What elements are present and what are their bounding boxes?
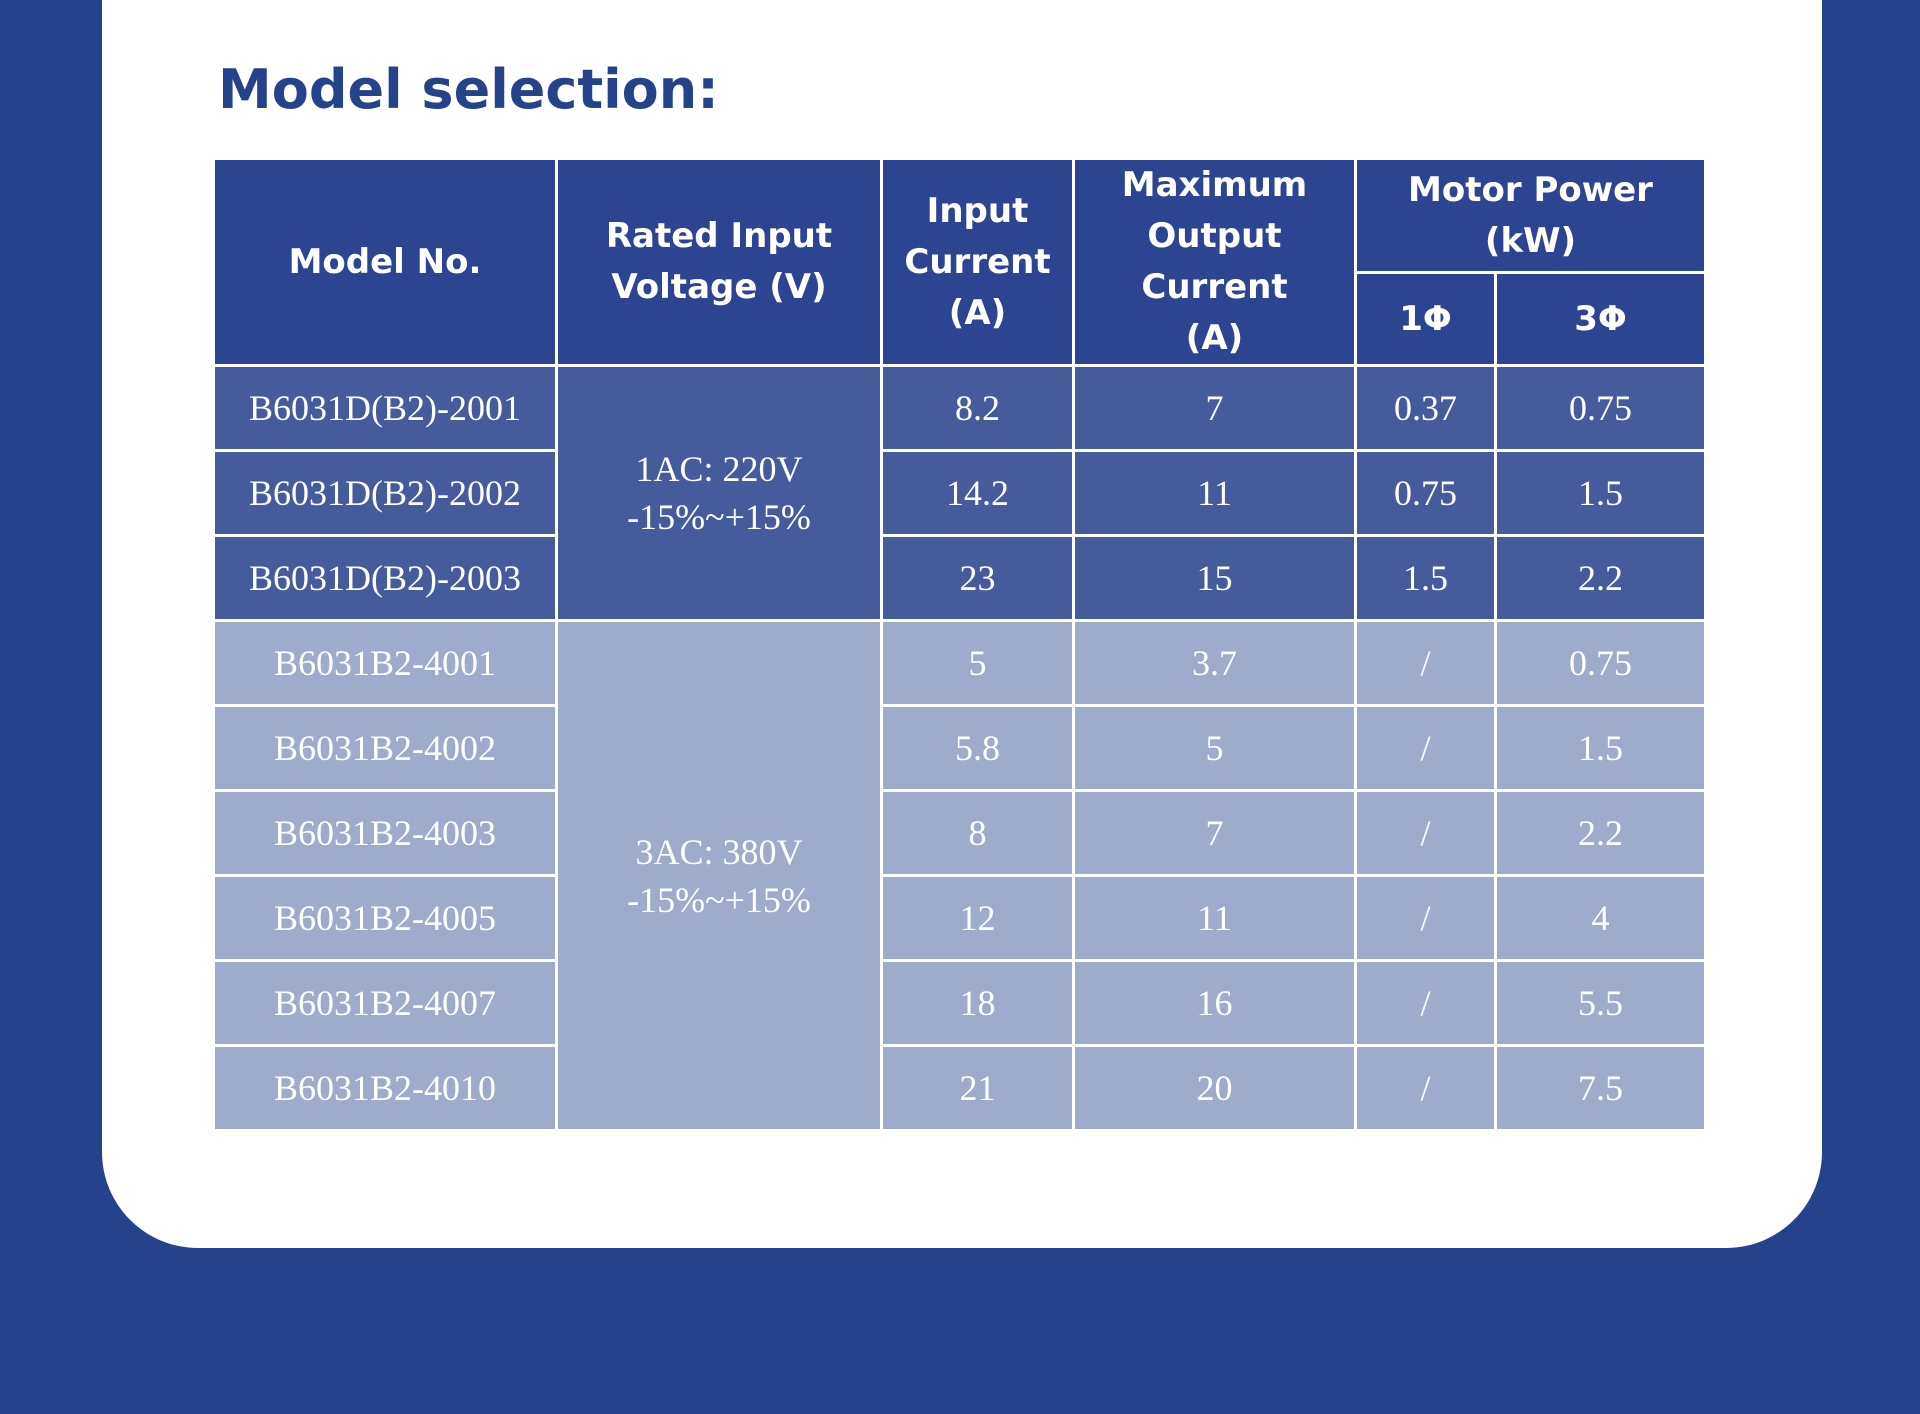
- input-current-cell: 14.2: [880, 449, 1075, 537]
- model-selection-table: Model No. Rated Input Voltage (V) Input …: [212, 156, 1708, 1132]
- table-row: B6031B2-4002 5.8 5 / 1.5: [212, 704, 1708, 792]
- header-rated-input-voltage: Rated Input Voltage (V): [555, 157, 883, 367]
- voltage-cell-3ac: 3AC: 380V -15%~+15%: [555, 619, 883, 1132]
- table-row: B6031B2-4003 8 7 / 2.2: [212, 789, 1708, 877]
- header-motor-power: Motor Power (kW): [1353, 156, 1708, 275]
- max-output-cell: 15: [1072, 534, 1357, 622]
- input-current-cell: 12: [880, 874, 1075, 962]
- power-3ph-cell: 5.5: [1493, 959, 1708, 1047]
- input-current-cell: 5.8: [880, 704, 1075, 792]
- max-output-cell: 11: [1072, 449, 1357, 537]
- max-output-cell: 11: [1072, 874, 1357, 962]
- input-current-cell: 8: [880, 789, 1075, 877]
- power-1ph-cell: /: [1354, 1044, 1497, 1132]
- max-output-cell: 20: [1072, 1044, 1357, 1132]
- header-model-no: Model No.: [212, 157, 558, 367]
- model-cell: B6031D(B2)-2002: [212, 449, 558, 537]
- power-1ph-cell: /: [1354, 704, 1497, 792]
- input-current-cell: 23: [880, 534, 1075, 622]
- header-single-phase: 1Φ: [1354, 271, 1497, 367]
- power-1ph-cell: /: [1354, 789, 1497, 877]
- power-3ph-cell: 7.5: [1493, 1044, 1708, 1132]
- power-1ph-cell: /: [1354, 874, 1497, 962]
- model-cell: B6031B2-4002: [212, 704, 558, 792]
- power-3ph-cell: 1.5: [1493, 449, 1708, 537]
- model-cell: B6031B2-4005: [212, 874, 558, 962]
- voltage-cell-1ac: 1AC: 220V -15%~+15%: [555, 364, 883, 622]
- table-row: B6031B2-4005 12 11 / 4: [212, 874, 1708, 962]
- header-three-phase: 3Φ: [1493, 271, 1708, 367]
- power-1ph-cell: 0.37: [1354, 364, 1497, 452]
- power-3ph-cell: 0.75: [1493, 619, 1708, 707]
- model-cell: B6031D(B2)-2003: [212, 534, 558, 622]
- header-input-current: Input Current (A): [880, 157, 1075, 367]
- table-row: B6031D(B2)-2002 14.2 11 0.75 1.5: [212, 449, 1708, 537]
- input-current-cell: 5: [880, 619, 1075, 707]
- max-output-cell: 3.7: [1072, 619, 1357, 707]
- table-row: B6031D(B2)-2003 23 15 1.5 2.2: [212, 534, 1708, 622]
- power-3ph-cell: 1.5: [1493, 704, 1708, 792]
- model-cell: B6031B2-4007: [212, 959, 558, 1047]
- table-row: B6031B2-4010 21 20 / 7.5: [212, 1044, 1708, 1132]
- table-row: B6031D(B2)-2001 1AC: 220V -15%~+15% 8.2 …: [212, 364, 1708, 622]
- max-output-cell: 7: [1072, 789, 1357, 877]
- power-3ph-cell: 4: [1493, 874, 1708, 962]
- model-cell: B6031B2-4010: [212, 1044, 558, 1132]
- model-cell: B6031B2-4001: [212, 619, 558, 707]
- power-3ph-cell: 0.75: [1493, 364, 1708, 452]
- table-row: B6031B2-4007 18 16 / 5.5: [212, 959, 1708, 1047]
- model-cell: B6031B2-4003: [212, 789, 558, 877]
- table-body: B6031D(B2)-2001 1AC: 220V -15%~+15% 8.2 …: [212, 364, 1708, 1132]
- input-current-cell: 21: [880, 1044, 1075, 1132]
- input-current-cell: 18: [880, 959, 1075, 1047]
- power-3ph-cell: 2.2: [1493, 534, 1708, 622]
- power-1ph-cell: /: [1354, 619, 1497, 707]
- max-output-cell: 5: [1072, 704, 1357, 792]
- page-title: Model selection:: [218, 58, 719, 121]
- input-current-cell: 8.2: [880, 364, 1075, 452]
- power-1ph-cell: /: [1354, 959, 1497, 1047]
- table-row: B6031B2-4001 3AC: 380V -15%~+15% 5 3.7 /…: [212, 619, 1708, 1132]
- max-output-cell: 7: [1072, 364, 1357, 452]
- power-1ph-cell: 1.5: [1354, 534, 1497, 622]
- model-cell: B6031D(B2)-2001: [212, 364, 558, 452]
- header-maximum-output-current: Maximum Output Current (A): [1072, 157, 1357, 367]
- max-output-cell: 16: [1072, 959, 1357, 1047]
- power-3ph-cell: 2.2: [1493, 789, 1708, 877]
- table-header: Model No. Rated Input Voltage (V) Input …: [212, 156, 1708, 367]
- power-1ph-cell: 0.75: [1354, 449, 1497, 537]
